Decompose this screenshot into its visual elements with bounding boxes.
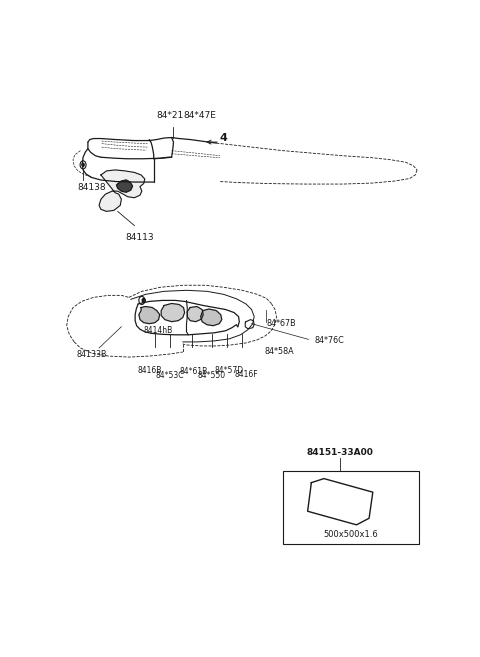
Text: 84*67B: 84*67B — [266, 319, 296, 328]
Text: 84*57D: 84*57D — [215, 366, 244, 375]
Text: 500x500x1.6: 500x500x1.6 — [324, 530, 378, 539]
Bar — [283, 471, 419, 544]
Polygon shape — [139, 306, 160, 324]
Text: 84*47E: 84*47E — [183, 111, 216, 120]
Text: 8414hB: 8414hB — [144, 327, 173, 335]
Circle shape — [82, 164, 84, 166]
Text: 84113: 84113 — [126, 233, 154, 242]
Text: 84*76C: 84*76C — [315, 336, 345, 346]
Text: 84138: 84138 — [77, 183, 106, 192]
Text: 4: 4 — [220, 133, 228, 143]
Text: 8416F: 8416F — [235, 370, 259, 378]
Polygon shape — [161, 304, 185, 322]
Circle shape — [142, 298, 145, 302]
Text: 84*53C: 84*53C — [156, 371, 184, 380]
Text: 84151-33A00: 84151-33A00 — [307, 448, 373, 457]
Text: 84*58A: 84*58A — [264, 346, 294, 355]
Text: 84*61B: 84*61B — [179, 367, 207, 376]
Text: 8416B: 8416B — [137, 366, 161, 374]
Polygon shape — [117, 180, 132, 192]
Text: 84*21: 84*21 — [156, 111, 183, 120]
Polygon shape — [201, 309, 222, 326]
Polygon shape — [187, 306, 203, 322]
Text: 84133B: 84133B — [76, 350, 107, 359]
Polygon shape — [99, 170, 145, 212]
Text: 84*550: 84*550 — [198, 371, 226, 380]
